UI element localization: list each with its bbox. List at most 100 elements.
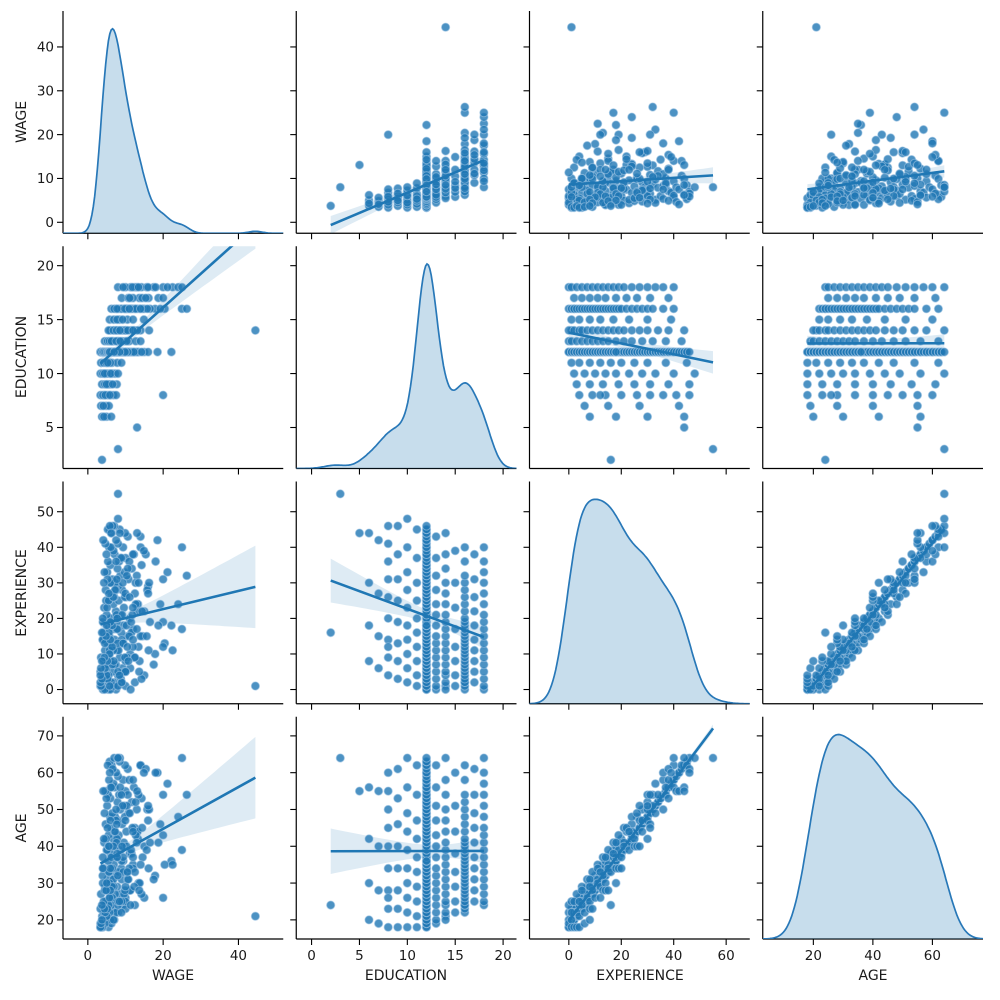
scatter-panel-experience-vs-wage: 0 10 20 30 40 50	[37, 481, 284, 710]
data-point	[479, 790, 489, 800]
data-point	[593, 146, 603, 157]
data-point	[862, 624, 872, 634]
data-point	[645, 183, 655, 194]
data-point	[116, 358, 127, 368]
data-point	[838, 412, 848, 422]
data-point	[469, 874, 479, 885]
data-point	[158, 830, 168, 840]
data-point	[832, 379, 842, 389]
data-point	[802, 358, 813, 368]
data-point	[460, 556, 470, 567]
data-point	[162, 779, 173, 789]
kde-panel-wage: 0 10 20 30 40	[37, 11, 284, 240]
data-point	[123, 656, 133, 666]
y-tick-label: 10	[37, 366, 54, 382]
data-point	[939, 282, 949, 292]
x-tick-label: 40	[665, 948, 682, 964]
data-point	[469, 169, 479, 179]
data-point	[629, 358, 640, 368]
data-point	[479, 801, 489, 811]
data-point	[585, 293, 595, 303]
data-point	[98, 535, 108, 545]
data-point	[566, 22, 577, 32]
data-point	[166, 620, 176, 631]
data-point	[606, 455, 616, 465]
data-point	[648, 102, 658, 112]
data-point	[142, 631, 152, 641]
scatter-panel-age-vs-education: 0 5 10 15 20	[290, 716, 517, 964]
data-point	[402, 677, 412, 688]
data-point	[674, 401, 684, 411]
kde-area	[529, 499, 750, 704]
kde-area	[63, 28, 284, 234]
data-point	[608, 108, 619, 118]
x-axis-label-education: EDUCATION	[364, 968, 448, 984]
data-point	[104, 588, 114, 599]
data-point	[826, 390, 836, 400]
data-point	[590, 369, 600, 379]
data-point	[595, 130, 605, 140]
data-point	[441, 578, 451, 588]
data-point	[909, 293, 920, 303]
data-point	[412, 524, 422, 535]
scatter-panel-age-vs-experience: 0 20 40 60	[523, 716, 750, 964]
data-point	[663, 165, 674, 175]
data-point	[412, 596, 422, 606]
data-point	[901, 147, 911, 157]
data-point	[606, 358, 616, 368]
data-point	[393, 841, 403, 851]
data-point	[364, 578, 374, 588]
data-point	[621, 293, 632, 303]
data-point	[611, 120, 621, 130]
y-tick-label: 40	[37, 40, 54, 56]
data-point	[611, 135, 621, 145]
data-point	[850, 390, 860, 400]
data-point	[393, 819, 403, 829]
data-point	[838, 195, 848, 205]
scatter-panel-wage-vs-experience	[523, 11, 750, 240]
data-point	[892, 112, 902, 122]
data-point	[168, 645, 178, 656]
data-point	[142, 845, 152, 855]
data-point	[431, 863, 441, 874]
data-point	[915, 369, 926, 379]
data-point	[832, 401, 842, 411]
data-point	[627, 133, 637, 143]
data-point	[802, 369, 813, 379]
data-point	[460, 169, 470, 179]
data-point	[152, 535, 163, 545]
data-point	[364, 620, 374, 631]
x-tick-label: 0	[565, 948, 574, 964]
data-point	[412, 852, 422, 862]
data-point	[441, 549, 451, 560]
data-point	[663, 325, 674, 335]
regression-line	[807, 170, 945, 191]
data-point	[469, 838, 479, 848]
y-tick-label: 40	[37, 839, 54, 855]
data-point	[577, 293, 587, 303]
data-point	[635, 193, 645, 203]
y-axis-label-age: AGE	[14, 813, 30, 843]
scatter-points	[95, 489, 260, 695]
y-tick-label: 60	[37, 765, 54, 781]
data-point	[460, 156, 470, 166]
data-point	[479, 556, 489, 567]
data-point	[585, 358, 595, 368]
y-tick-label: 20	[37, 127, 54, 143]
data-point	[883, 574, 893, 584]
data-point	[102, 878, 112, 888]
data-point	[850, 379, 860, 389]
data-point	[450, 827, 460, 837]
data-point	[595, 315, 605, 325]
data-point	[374, 786, 384, 796]
data-point	[114, 670, 125, 680]
data-point	[642, 834, 653, 844]
data-point	[912, 160, 923, 170]
data-point	[113, 489, 123, 499]
data-point	[177, 845, 187, 855]
kde-panel-age: 20 40 60	[756, 716, 983, 964]
data-point	[889, 147, 899, 157]
data-point	[441, 564, 451, 574]
data-point	[153, 838, 163, 848]
x-tick-label: 0	[84, 948, 93, 964]
